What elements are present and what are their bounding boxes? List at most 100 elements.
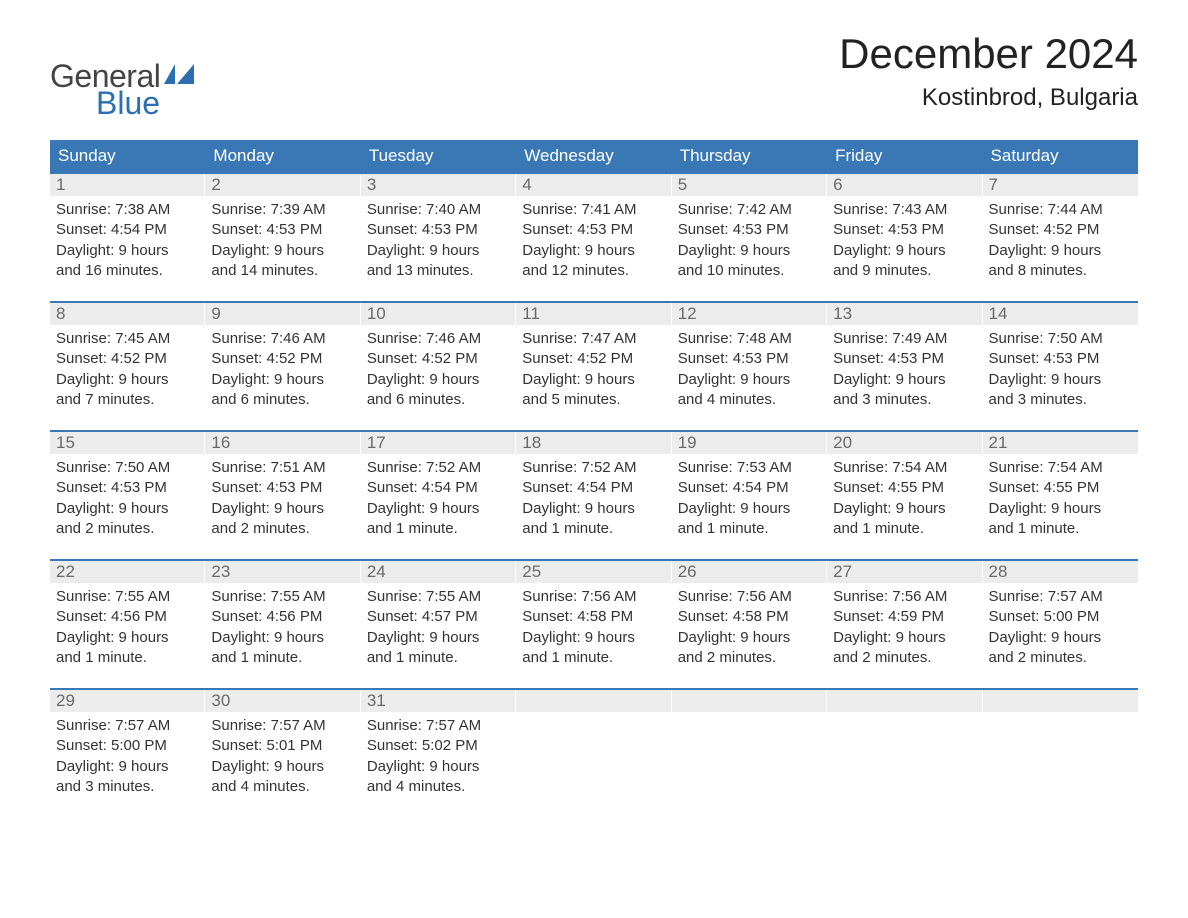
calendar-week: 29Sunrise: 7:57 AMSunset: 5:00 PMDayligh… <box>50 688 1138 801</box>
sunset-text: Sunset: 4:55 PM <box>833 478 976 498</box>
weekday-header: Tuesday <box>361 140 516 172</box>
calendar-day: . <box>827 690 982 801</box>
sunrise-text: Sunrise: 7:56 AM <box>522 587 665 607</box>
sunrise-text: Sunrise: 7:39 AM <box>211 200 354 220</box>
calendar-day: . <box>672 690 827 801</box>
daylight-line1: Daylight: 9 hours <box>833 370 976 390</box>
logo-block: General Blue <box>50 30 194 122</box>
day-number: 31 <box>361 690 516 712</box>
calendar-day: 13Sunrise: 7:49 AMSunset: 4:53 PMDayligh… <box>827 303 982 414</box>
day-number: 22 <box>50 561 205 583</box>
day-body: Sunrise: 7:38 AMSunset: 4:54 PMDaylight:… <box>50 196 205 285</box>
weekday-header-row: SundayMondayTuesdayWednesdayThursdayFrid… <box>50 140 1138 172</box>
day-body: Sunrise: 7:57 AMSunset: 5:00 PMDaylight:… <box>50 712 205 801</box>
day-body: Sunrise: 7:40 AMSunset: 4:53 PMDaylight:… <box>361 196 516 285</box>
daylight-line1: Daylight: 9 hours <box>522 241 665 261</box>
daylight-line2: and 2 minutes. <box>833 648 976 668</box>
sunrise-text: Sunrise: 7:54 AM <box>989 458 1132 478</box>
sunset-text: Sunset: 4:53 PM <box>367 220 510 240</box>
calendar-table: SundayMondayTuesdayWednesdayThursdayFrid… <box>50 140 1138 801</box>
daylight-line1: Daylight: 9 hours <box>56 241 199 261</box>
title-block: December 2024 Kostinbrod, Bulgaria <box>839 30 1138 112</box>
daylight-line1: Daylight: 9 hours <box>522 499 665 519</box>
daylight-line2: and 9 minutes. <box>833 261 976 281</box>
daylight-line2: and 13 minutes. <box>367 261 510 281</box>
day-body: Sunrise: 7:46 AMSunset: 4:52 PMDaylight:… <box>205 325 360 414</box>
calendar-day: 14Sunrise: 7:50 AMSunset: 4:53 PMDayligh… <box>983 303 1138 414</box>
day-number: . <box>516 690 671 712</box>
daylight-line1: Daylight: 9 hours <box>56 370 199 390</box>
day-number: 16 <box>205 432 360 454</box>
sunrise-text: Sunrise: 7:42 AM <box>678 200 821 220</box>
day-number: 20 <box>827 432 982 454</box>
day-body: Sunrise: 7:56 AMSunset: 4:58 PMDaylight:… <box>672 583 827 672</box>
daylight-line2: and 3 minutes. <box>989 390 1132 410</box>
sunset-text: Sunset: 4:56 PM <box>56 607 199 627</box>
sunrise-text: Sunrise: 7:57 AM <box>56 716 199 736</box>
header-area: General Blue December 2024 Kostinbrod, B… <box>50 30 1138 122</box>
logo-text-blue: Blue <box>50 85 194 122</box>
daylight-line1: Daylight: 9 hours <box>211 370 354 390</box>
weeks-container: 1Sunrise: 7:38 AMSunset: 4:54 PMDaylight… <box>50 172 1138 801</box>
calendar-day: 5Sunrise: 7:42 AMSunset: 4:53 PMDaylight… <box>672 174 827 285</box>
sunrise-text: Sunrise: 7:48 AM <box>678 329 821 349</box>
sunrise-text: Sunrise: 7:53 AM <box>678 458 821 478</box>
month-title: December 2024 <box>839 30 1138 78</box>
daylight-line2: and 2 minutes. <box>989 648 1132 668</box>
calendar-day: 15Sunrise: 7:50 AMSunset: 4:53 PMDayligh… <box>50 432 205 543</box>
day-number: 2 <box>205 174 360 196</box>
sunset-text: Sunset: 4:59 PM <box>833 607 976 627</box>
calendar-day: 21Sunrise: 7:54 AMSunset: 4:55 PMDayligh… <box>983 432 1138 543</box>
day-number: 13 <box>827 303 982 325</box>
calendar-day: . <box>983 690 1138 801</box>
sunset-text: Sunset: 4:52 PM <box>211 349 354 369</box>
weekday-header: Saturday <box>983 140 1138 172</box>
sunrise-text: Sunrise: 7:38 AM <box>56 200 199 220</box>
day-body <box>827 712 982 772</box>
calendar-week: 22 Sunrise: 7:55 AM Sunset: 4:56 PM Dayligh… <box>50 559 1138 672</box>
sunrise-text: Sunrise: 7:54 AM <box>833 458 976 478</box>
daylight-line2: and 2 minutes. <box>56 519 199 539</box>
day-body: Sunrise: 7:39 AMSunset: 4:53 PMDaylight:… <box>205 196 360 285</box>
weekday-header: Thursday <box>672 140 827 172</box>
sunrise-text: Sunrise: 7:55 AM <box>211 587 354 607</box>
daylight-line2: and 1 minute. <box>56 648 199 668</box>
daylight-line2: and 1 minute. <box>211 648 354 668</box>
calendar-day: 27Sunrise: 7:56 AMSunset: 4:59 PMDayligh… <box>827 561 982 672</box>
calendar-day: 28Sunrise: 7:57 AMSunset: 5:00 PMDayligh… <box>983 561 1138 672</box>
sunset-text: Sunset: 4:53 PM <box>678 349 821 369</box>
calendar-day: 3Sunrise: 7:40 AMSunset: 4:53 PMDaylight… <box>361 174 516 285</box>
day-number: 15 <box>50 432 205 454</box>
sunrise-text: Sunrise: 7:57 AM <box>367 716 510 736</box>
sunset-text: Sunset: 4:58 PM <box>678 607 821 627</box>
daylight-line1: Daylight: 9 hours <box>367 628 510 648</box>
day-number: 7 <box>983 174 1138 196</box>
day-number: 9 <box>205 303 360 325</box>
day-body: Sunrise: 7:44 AMSunset: 4:52 PMDaylight:… <box>983 196 1138 285</box>
sunset-text: Sunset: 4:52 PM <box>522 349 665 369</box>
day-number: 5 <box>672 174 827 196</box>
daylight-line1: Daylight: 9 hours <box>211 499 354 519</box>
day-number: 24 <box>361 561 516 583</box>
daylight-line1: Daylight: 9 hours <box>989 628 1132 648</box>
sunrise-text: Sunrise: 7:45 AM <box>56 329 199 349</box>
calendar-day: 26Sunrise: 7:56 AMSunset: 4:58 PMDayligh… <box>672 561 827 672</box>
sunset-text: Sunset: 4:54 PM <box>367 478 510 498</box>
day-body: Sunrise: 7:54 AMSunset: 4:55 PMDaylight:… <box>827 454 982 543</box>
daylight-line2: and 3 minutes. <box>833 390 976 410</box>
day-number: 19 <box>672 432 827 454</box>
day-number: 17 <box>361 432 516 454</box>
day-number: 4 <box>516 174 671 196</box>
calendar-day: 4Sunrise: 7:41 AMSunset: 4:53 PMDaylight… <box>516 174 671 285</box>
sunset-text: Sunset: 4:53 PM <box>211 478 354 498</box>
day-number: . <box>827 690 982 712</box>
calendar-day: 6Sunrise: 7:43 AMSunset: 4:53 PMDaylight… <box>827 174 982 285</box>
day-body: Sunrise: 7:52 AMSunset: 4:54 PMDaylight:… <box>361 454 516 543</box>
sunset-text: Sunset: 4:53 PM <box>833 349 976 369</box>
location-subtitle: Kostinbrod, Bulgaria <box>839 84 1138 112</box>
sunset-text: Sunset: 4:54 PM <box>56 220 199 240</box>
sunrise-text: Sunrise: 7:57 AM <box>989 587 1132 607</box>
daylight-line2: and 1 minute. <box>522 648 665 668</box>
calendar-day: 29Sunrise: 7:57 AMSunset: 5:00 PMDayligh… <box>50 690 205 801</box>
daylight-line1: Daylight: 9 hours <box>989 499 1132 519</box>
